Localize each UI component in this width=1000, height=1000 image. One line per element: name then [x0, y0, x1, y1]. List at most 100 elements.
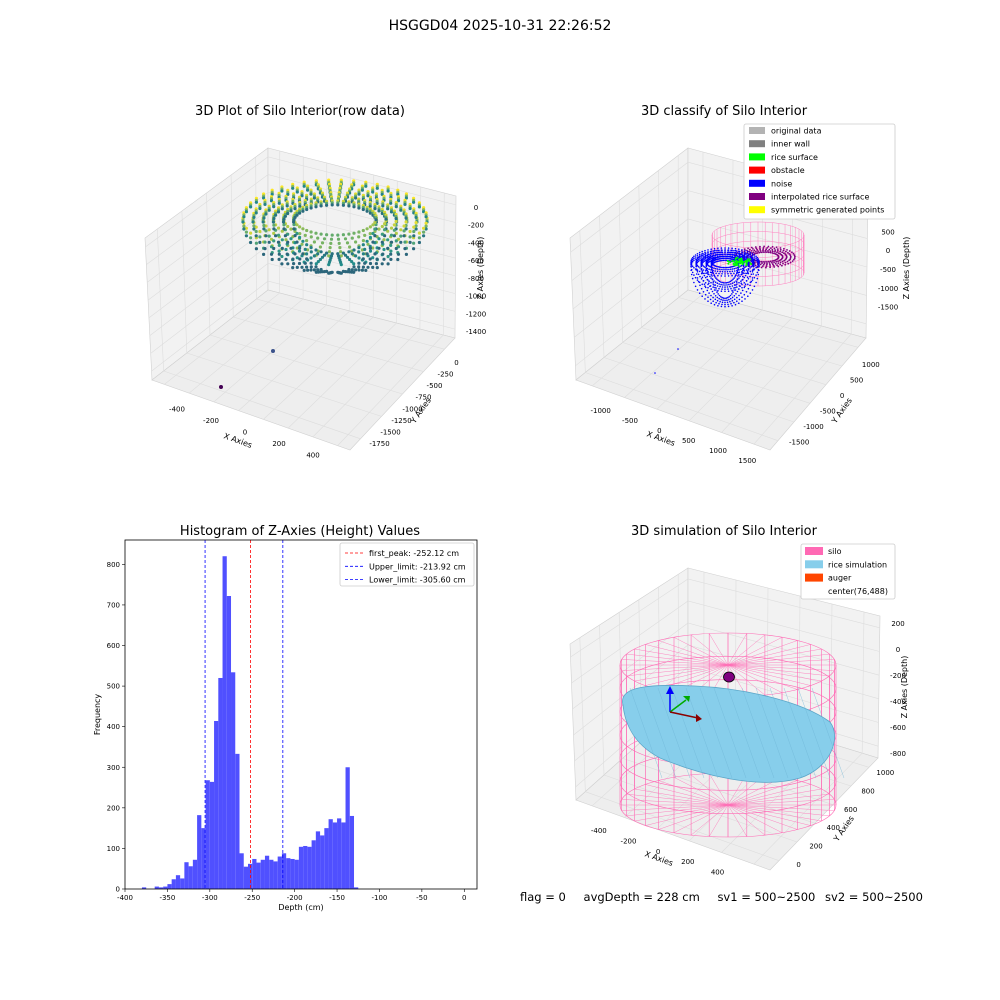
plot2-noise-point	[731, 305, 733, 307]
plot2-z-tick-label: -1500	[878, 304, 898, 312]
plot2-noise-point	[743, 252, 746, 254]
plot2-noise-point	[704, 270, 707, 272]
plot1-data-point	[280, 229, 284, 233]
plot2-noise-point	[749, 270, 752, 273]
plot2-noise-point	[701, 271, 703, 274]
plot2-noise-point	[703, 283, 706, 286]
plot2-noise-point	[707, 296, 709, 299]
plot4-silo-wire	[727, 637, 783, 666]
plot2-noise-point	[726, 284, 728, 286]
plot1-data-point	[392, 223, 396, 227]
plot2-noise-point	[713, 267, 715, 270]
plot1-data-point	[366, 265, 370, 269]
plot2-noise-point	[735, 267, 737, 270]
plot1-gridline	[209, 334, 403, 395]
plot2-noise-point	[714, 295, 717, 297]
plot1-data-point	[302, 184, 306, 188]
plot2-noise-point	[721, 301, 724, 304]
histogram-bar	[197, 815, 202, 889]
plot2-noise-point	[696, 259, 699, 262]
plot2-noise-point	[730, 302, 732, 305]
plot1-data-point	[244, 234, 248, 238]
plot1-data-point	[365, 239, 369, 243]
histogram-y-tick-label: 200	[107, 804, 120, 812]
plot1-data-point	[314, 262, 318, 266]
histogram-x-tick-label: -200	[287, 894, 303, 902]
plot2-noise-point	[718, 253, 720, 256]
plot1-data-point	[352, 265, 356, 269]
histogram-bar	[192, 859, 198, 889]
plot1-data-point	[254, 211, 258, 215]
plot2-noise-point	[747, 278, 750, 280]
plot4-axis-arrow-y-head	[683, 696, 690, 702]
plot2-interp-point	[760, 266, 763, 269]
plot1-data-point	[357, 235, 361, 239]
plot2-noise-point	[756, 265, 759, 268]
plot2-noise-point	[729, 300, 731, 303]
plot2-legend-swatch	[749, 179, 765, 187]
histogram-y-tick-label: 300	[107, 764, 120, 772]
plot4-gridline	[830, 603, 833, 744]
plot1-outlier-point	[271, 349, 275, 353]
plot2-noise-point	[696, 261, 699, 264]
plot2-noise-point	[741, 254, 744, 257]
plot2-gridline	[599, 215, 605, 358]
plot1-data-point	[408, 206, 412, 211]
plot1-z-axis-label: Z Axies (Depth)	[476, 237, 485, 300]
plot2-interp-point	[760, 251, 763, 254]
plot2-interp-point	[771, 250, 774, 253]
plot2-noise-point	[717, 274, 719, 277]
plot2-noise-point	[727, 249, 729, 251]
plot4-z-tick-label: 200	[891, 620, 904, 628]
plot1-data-point	[402, 224, 406, 228]
plot1-data-point	[264, 234, 268, 238]
histogram-legend-frame	[339, 542, 475, 587]
plot1-data-point	[361, 228, 365, 233]
plot2-interp-point	[775, 246, 778, 249]
plot2-noise-point	[724, 284, 726, 286]
plot2-noise-point	[727, 266, 729, 269]
plot4-silo-wire	[727, 664, 822, 682]
histogram-x-tick-label: -50	[416, 894, 427, 902]
plot4-z-tick-label: -600	[890, 724, 906, 732]
plot4-rice-mesh	[685, 687, 719, 779]
plot3-histogram: -400 -350 -300 -250 -200 -150 -100 -50 0 0 100 200 3…	[93, 539, 478, 912]
histogram-bar	[324, 828, 329, 889]
plot2-legend-label: original data	[771, 127, 822, 136]
plot1-data-point	[364, 268, 368, 272]
figure-title: HSGGD04 2025-10-31 22:26:52	[388, 18, 612, 34]
plot2-noise-point	[728, 255, 730, 258]
plot4-rice-mesh	[643, 687, 677, 779]
plot1-data-point	[306, 188, 310, 192]
plot2-noise-point	[697, 256, 700, 259]
plot2-legend-swatch	[749, 166, 765, 174]
plot2-legend-swatch	[749, 140, 765, 148]
plot1-data-point	[267, 208, 271, 212]
plot1-data-point	[412, 234, 416, 238]
plot2-noise-point	[696, 277, 699, 279]
plot2-interp-point	[752, 251, 755, 254]
plot2-interp-point	[783, 259, 786, 262]
plot2-noise-point	[745, 272, 748, 275]
plot2-noise-point	[717, 305, 719, 307]
plot1-data-point	[350, 236, 354, 240]
plot2-noise-point	[733, 267, 736, 270]
plot4-z-tick-label: -200	[890, 672, 906, 680]
plot2-noise-point	[710, 281, 712, 284]
plot1-data-point	[244, 226, 248, 230]
plot1-data-point	[368, 232, 372, 236]
plot2-noise-point	[738, 302, 740, 305]
plot2-noise-point	[704, 252, 707, 254]
plot1-data-point	[422, 226, 426, 230]
plot2-noise-point	[721, 273, 723, 275]
plot2-noise-point	[741, 286, 743, 289]
plot2-gridline	[658, 170, 661, 313]
histogram-bar	[252, 858, 257, 889]
plot2-noise-point	[724, 286, 726, 288]
plot2-noise-point	[713, 303, 716, 306]
plot2-interp-point	[766, 262, 768, 265]
plot4-gridline	[585, 791, 780, 861]
plot2-noise-point	[734, 249, 737, 252]
plot2-x-tick-label: 500	[682, 437, 695, 445]
plot4-silo-wire	[727, 640, 798, 666]
